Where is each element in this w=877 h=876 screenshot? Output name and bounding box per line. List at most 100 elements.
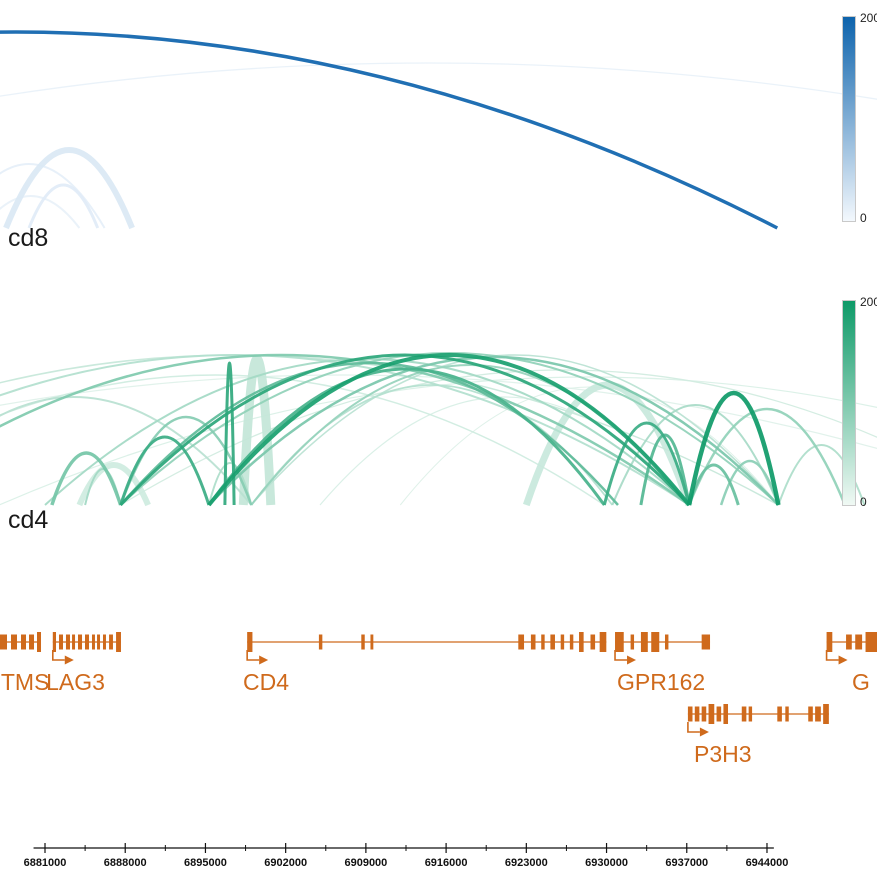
exon-block — [615, 632, 624, 652]
tss-arrowhead-icon — [259, 655, 269, 665]
cd4-legend-max-label: 200 — [860, 295, 877, 309]
exon-block — [808, 706, 813, 722]
axis-tick-label: 6937000 — [665, 857, 708, 869]
exon-block — [65, 634, 70, 650]
exon-block — [579, 632, 584, 652]
tss-bent-arrow — [687, 722, 700, 733]
exon-block — [21, 634, 27, 650]
interaction-arc — [207, 462, 253, 506]
exon-block — [550, 634, 555, 650]
exon-block — [91, 634, 95, 650]
exon-block — [318, 634, 323, 650]
exon-block — [687, 706, 693, 722]
interaction-arc — [602, 421, 691, 506]
exon-block — [78, 634, 83, 650]
gene-label: G — [852, 669, 870, 695]
tss-bent-arrow — [825, 650, 839, 661]
exon-block — [708, 704, 715, 724]
exon-block — [777, 706, 782, 722]
exon-block — [109, 634, 113, 650]
cd8-legend-gradient-bar — [842, 16, 856, 222]
exon-block — [590, 634, 596, 650]
exon-block — [541, 634, 545, 650]
exon-block — [865, 632, 877, 652]
interaction-arc — [207, 355, 780, 506]
exon-block — [530, 634, 536, 650]
exon-block — [102, 634, 106, 650]
interaction-arc — [399, 386, 779, 506]
exon-block — [361, 634, 365, 650]
exon-block — [0, 634, 8, 650]
axis-tick-label: 6944000 — [746, 857, 789, 869]
cd4-legend-gradient-bar — [842, 300, 856, 506]
interaction-arc — [0, 374, 605, 506]
axis-tick-label: 6916000 — [425, 857, 468, 869]
cd8-panel-label: cd8 — [8, 224, 49, 252]
tss-bent-arrow — [51, 650, 65, 661]
interaction-arc — [0, 195, 81, 229]
tss-bent-arrow — [246, 650, 260, 661]
exon-block — [116, 632, 121, 652]
exon-block — [599, 632, 607, 652]
exon-block — [701, 706, 707, 722]
interaction-arc — [0, 353, 690, 507]
cd8-legend-max-label: 200 — [860, 11, 877, 25]
tss-arrowhead-icon — [699, 727, 709, 737]
exon-block — [247, 632, 253, 652]
exon-block — [37, 632, 42, 652]
exon-block — [651, 632, 660, 652]
interaction-arc — [119, 435, 211, 506]
axis-tick-label: 6895000 — [184, 857, 227, 869]
interaction-arc — [207, 367, 606, 506]
cd8-arc-panel — [0, 30, 877, 230]
exon-block — [569, 634, 574, 650]
exon-block — [694, 706, 700, 722]
gene-label: P3H3 — [694, 741, 752, 767]
tss-arrowhead-icon — [64, 655, 74, 665]
exon-block — [58, 634, 63, 650]
cd4-arc-panel — [0, 352, 877, 507]
exon-block — [29, 634, 35, 650]
interaction-arc — [250, 354, 780, 506]
exon-block — [716, 706, 722, 722]
interaction-arc — [0, 30, 779, 230]
gene-label: CD4 — [243, 669, 289, 695]
exon-block — [640, 632, 648, 652]
exon-block — [560, 634, 565, 650]
interaction-arc — [76, 462, 151, 507]
interaction-arc — [223, 361, 236, 506]
axis-tick-label: 6930000 — [585, 857, 628, 869]
interaction-arc — [27, 183, 100, 229]
interaction-arc — [44, 358, 690, 506]
exon-block — [52, 632, 57, 652]
cd8-legend-min-label: 0 — [860, 211, 867, 225]
gene-label: LAG3 — [46, 669, 105, 695]
gene-label: TMS — [1, 669, 50, 695]
interaction-arc — [119, 353, 691, 507]
cd4-panel-label: cd4 — [8, 506, 49, 534]
exon-block — [97, 634, 101, 650]
tss-arrowhead-icon — [627, 655, 637, 665]
interaction-arc — [0, 62, 877, 100]
interaction-arc — [0, 374, 877, 450]
exon-block — [855, 634, 863, 650]
interaction-arc — [50, 451, 123, 506]
exon-block — [823, 704, 829, 724]
cd8-color-legend: 200 0 — [842, 12, 877, 224]
gene-label: GPR162 — [617, 669, 705, 695]
exon-block — [370, 634, 374, 650]
axis-tick-label: 6909000 — [344, 857, 387, 869]
exon-block — [664, 634, 669, 650]
interaction-arc — [0, 354, 690, 506]
interaction-arc — [687, 408, 847, 506]
exon-block — [84, 634, 90, 650]
interaction-arc — [238, 354, 276, 506]
exon-block — [72, 634, 76, 650]
interaction-arc — [0, 396, 253, 506]
axis-tick-label: 6923000 — [505, 857, 548, 869]
interaction-arc — [0, 163, 106, 229]
exon-block — [826, 632, 833, 652]
cd4-legend-min-label: 0 — [860, 495, 867, 509]
exon-block — [630, 634, 635, 650]
